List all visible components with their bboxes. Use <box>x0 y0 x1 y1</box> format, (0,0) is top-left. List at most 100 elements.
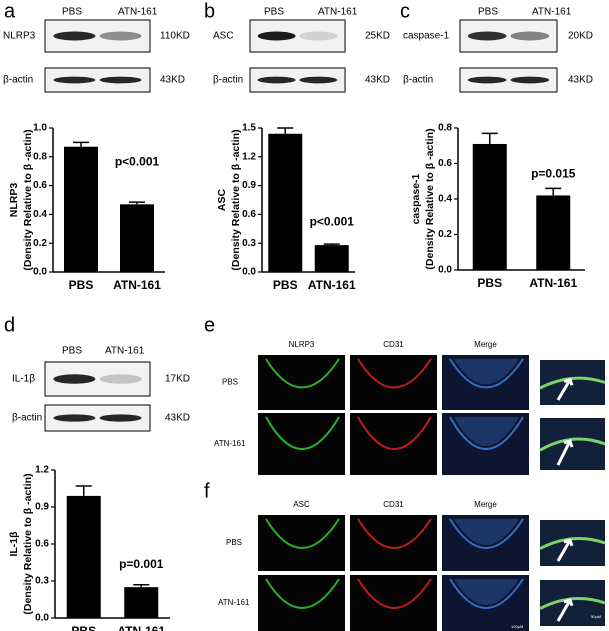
lane-label: ATN-161 <box>105 346 145 357</box>
row-label: PBS <box>226 538 242 547</box>
y-tick-label: 0.6 <box>242 209 256 220</box>
bar <box>536 195 571 270</box>
tissue-edge <box>449 518 524 549</box>
tissue-edge <box>357 358 432 389</box>
blot-band <box>99 374 142 384</box>
tissue-edge <box>449 416 524 450</box>
panel-letter: a <box>4 0 16 22</box>
error-bar <box>129 201 145 205</box>
protein-label: β-actin <box>12 413 42 424</box>
column-label: Merge <box>474 340 497 349</box>
blot-band <box>510 76 550 84</box>
y-axis-label: caspase-1 <box>410 173 422 224</box>
y-tick-label: 0.8 <box>33 151 47 162</box>
blot-band <box>99 414 142 422</box>
x-tick-label: PBS <box>477 276 502 290</box>
blot-band <box>257 76 296 84</box>
annotation: p=0.015 <box>531 167 576 181</box>
error-bar <box>75 485 92 496</box>
bar <box>124 587 159 618</box>
y-tick-label: 1.5 <box>242 123 256 134</box>
y-tick-label: 1.2 <box>242 151 256 162</box>
y-tick-label: 0.8 <box>438 123 452 134</box>
blot-band <box>257 31 296 41</box>
y-axis-label: IL-1β <box>8 531 20 557</box>
tissue-fill <box>454 519 519 545</box>
micrograph <box>350 575 437 631</box>
error-bar <box>481 132 498 144</box>
y-tick-label: 0.2 <box>438 229 452 240</box>
panel-letter: d <box>4 314 15 336</box>
tissue-fill <box>454 359 519 385</box>
error-bar <box>323 243 340 246</box>
size-label: 25KD <box>365 31 390 42</box>
protein-label: caspase-1 <box>403 31 450 42</box>
y-tick-label: 0.3 <box>35 576 49 587</box>
micrograph <box>350 413 437 475</box>
blot-band <box>299 76 338 84</box>
column-label: ASC <box>293 500 310 509</box>
row-label: ATN-161 <box>218 598 250 607</box>
micrograph <box>442 413 529 475</box>
column-label: Merge <box>474 500 497 509</box>
panel-letter: e <box>204 314 215 336</box>
blot-band <box>467 31 507 41</box>
inset-edge <box>539 376 606 390</box>
panel-letter: c <box>400 0 410 22</box>
y-tick-label: 0.2 <box>33 238 47 249</box>
blot-band <box>99 76 142 84</box>
bar <box>64 146 98 272</box>
x-tick-label: ATN-161 <box>529 276 577 290</box>
arrow <box>556 377 574 401</box>
error-bar <box>545 187 562 196</box>
lane-label: ATN-161 <box>118 7 158 18</box>
y-axis-label: (Density Relative to β -actin) <box>230 129 242 270</box>
y-axis-label: (Density Relative to β -actin) <box>22 473 34 614</box>
tissue-edge <box>265 416 340 450</box>
lane-label: ATN-161 <box>318 7 358 18</box>
blot-band <box>299 31 338 41</box>
blot-band <box>510 31 550 41</box>
micrograph <box>258 413 345 475</box>
inset-edge <box>539 597 606 610</box>
y-tick-label: 0.9 <box>242 180 256 191</box>
column-label: NLRP3 <box>289 340 315 349</box>
column-label: CD31 <box>383 340 404 349</box>
protein-label: ASC <box>213 31 234 42</box>
y-tick-label: 0.9 <box>35 502 49 513</box>
arrow <box>556 598 574 622</box>
size-label: 43KD <box>365 75 390 86</box>
scale-bar-label: 100μM <box>511 624 523 629</box>
error-bar <box>133 583 150 588</box>
tissue-edge <box>449 578 524 609</box>
panel-letter: b <box>204 0 215 22</box>
tissue-edge <box>265 358 340 389</box>
y-tick-label: 0.6 <box>438 158 452 169</box>
x-tick-label: PBS <box>69 278 94 292</box>
protein-label: IL-1β <box>12 374 35 385</box>
blot-band <box>53 31 96 41</box>
size-label: 43KD <box>160 75 185 86</box>
blot-band <box>53 76 96 84</box>
error-bar <box>73 141 89 147</box>
micrograph <box>350 355 437 410</box>
column-label: CD31 <box>383 500 404 509</box>
bar <box>472 143 507 270</box>
inset-edge <box>539 437 606 452</box>
blot-band <box>53 414 96 422</box>
x-tick-label: ATN-161 <box>113 278 161 292</box>
micrograph <box>258 515 345 571</box>
y-tick-label: 0.0 <box>33 267 47 278</box>
tissue-edge <box>449 358 524 389</box>
annotation: p<0.001 <box>310 214 355 228</box>
y-tick-label: 0.3 <box>242 238 256 249</box>
size-label: 20KD <box>568 31 593 42</box>
annotation: p<0.001 <box>115 154 160 168</box>
annotation: p=0.001 <box>119 557 164 571</box>
y-tick-label: 1.0 <box>33 123 47 134</box>
lane-label: PBS <box>478 7 498 18</box>
tissue-edge <box>357 518 432 549</box>
protein-label: β-actin <box>403 75 433 86</box>
y-tick-label: 0.6 <box>35 539 49 550</box>
size-label: 17KD <box>165 374 190 385</box>
